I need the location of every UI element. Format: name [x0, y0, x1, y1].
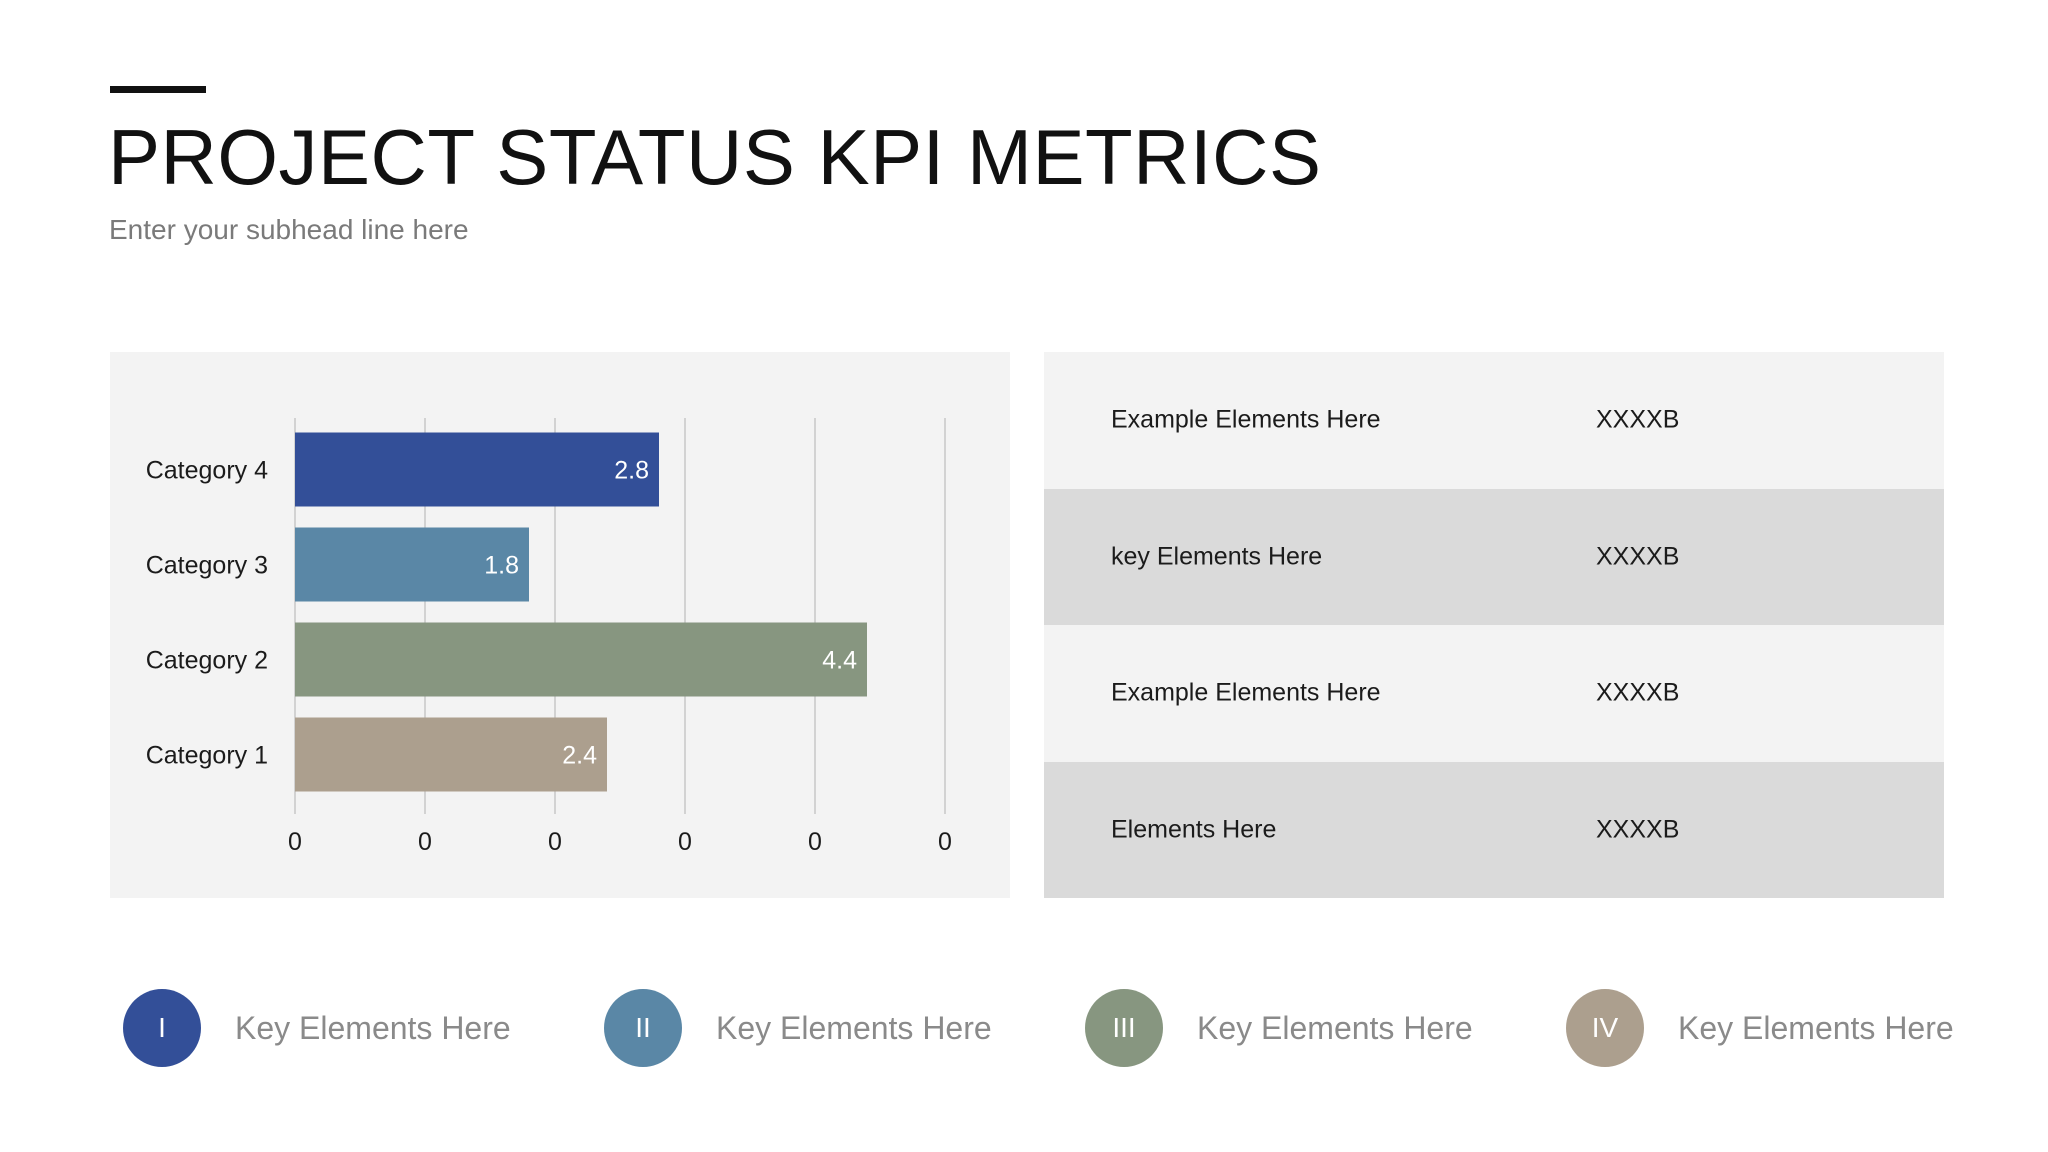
title-accent-bar [110, 86, 206, 93]
x-tick-label: 0 [938, 828, 952, 856]
key-item-4: IV Key Elements Here [1566, 988, 1954, 1068]
bar-data-label: 4.4 [822, 647, 857, 675]
x-tick-label: 0 [288, 828, 302, 856]
x-tick-label: 0 [678, 828, 692, 856]
row-label: Example Elements Here [1111, 678, 1381, 707]
bar [295, 527, 529, 602]
page-subtitle: Enter your subhead line here [109, 214, 469, 245]
bar [295, 717, 607, 792]
chart-panel: 0 0 0 0 0 0 2.8 Category 4 1.8 Category 3 4.4 Categ… [110, 352, 1010, 898]
row-value: XXXXB [1596, 678, 1680, 707]
row-label: Example Elements Here [1111, 405, 1381, 434]
row-label: key Elements Here [1111, 542, 1323, 571]
key-badge-circle: II [604, 989, 682, 1067]
key-item-label: Key Elements Here [1678, 1009, 1954, 1046]
key-item-3: III Key Elements Here [1085, 988, 1473, 1068]
category-label: Category 3 [146, 552, 268, 580]
key-item-2: II Key Elements Here [604, 988, 992, 1068]
key-badge-circle: IV [1566, 989, 1644, 1067]
table-row: Example Elements Here XXXXB [1044, 625, 1944, 762]
bar-data-label: 2.8 [614, 457, 649, 485]
x-tick-label: 0 [548, 828, 562, 856]
metrics-table: Example Elements Here XXXXB key Elements… [1044, 352, 1944, 898]
row-value: XXXXB [1596, 815, 1680, 844]
category-label: Category 2 [146, 647, 268, 675]
key-badge-circle: I [123, 989, 201, 1067]
table-row: key Elements Here XXXXB [1044, 488, 1944, 625]
bar-chart: 0 0 0 0 0 0 2.8 Category 4 1.8 Category 3 4.4 Categ… [146, 418, 952, 856]
bar [295, 432, 659, 507]
bar [295, 622, 867, 697]
key-item-label: Key Elements Here [716, 1009, 992, 1046]
category-label: Category 4 [146, 457, 268, 485]
table-row: Example Elements Here XXXXB [1044, 352, 1944, 489]
x-tick-label: 0 [808, 828, 822, 856]
table-row: Elements Here XXXXB [1044, 761, 1944, 898]
row-value: XXXXB [1596, 405, 1680, 434]
category-label: Category 1 [146, 742, 268, 770]
bar-data-label: 1.8 [484, 552, 519, 580]
row-value: XXXXB [1596, 542, 1680, 571]
x-tick-label: 0 [418, 828, 432, 856]
row-label: Elements Here [1111, 815, 1277, 844]
key-item-1: I Key Elements Here [123, 988, 511, 1068]
page-title: PROJECT STATUS KPI METRICS [108, 113, 1322, 201]
key-item-label: Key Elements Here [1197, 1009, 1473, 1046]
key-item-label: Key Elements Here [235, 1009, 511, 1046]
key-badge-circle: III [1085, 989, 1163, 1067]
bar-data-label: 2.4 [562, 742, 597, 770]
